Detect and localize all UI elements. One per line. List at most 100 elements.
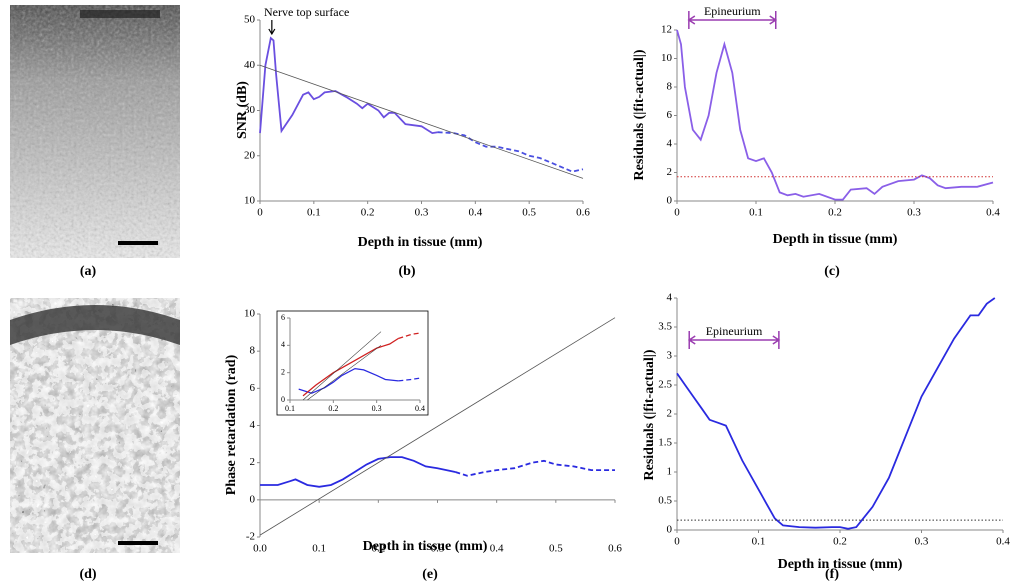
x-tick-label: 0.3 (431, 543, 445, 555)
y-tick-label: 20 (244, 149, 256, 161)
chart: 0.0 0.1 0.2 0.3 0.4 0.5 0.6 -2 0 2 4 6 8 10 Depth in t… (224, 308, 622, 555)
x-tick-label: 0.3 (915, 536, 929, 548)
data-line (398, 377, 421, 382)
y-tick-label: 0 (281, 395, 285, 404)
y-tick-label: 12 (661, 24, 672, 36)
y-tick-label: 0 (667, 195, 673, 207)
x-tick-label: 0.2 (828, 207, 842, 219)
y-tick-label: 40 (244, 59, 256, 71)
chart: 0 0.1 0.2 0.3 0.4 0 2 4 6 8 10 12 Depth in tissue (m… (632, 4, 1000, 247)
x-tick-label: 0.4 (415, 404, 425, 413)
panel-label: (f) (825, 567, 839, 582)
y-tick-label: 4 (250, 419, 256, 431)
y-tick-label: 10 (661, 52, 673, 64)
y-tick-label: 10 (244, 195, 256, 207)
y-tick-label: 0 (250, 493, 256, 505)
panel-label: (c) (824, 264, 840, 279)
data-line (302, 331, 382, 401)
x-tick-label: 0.6 (608, 543, 622, 555)
x-tick-label: 0.5 (549, 543, 563, 555)
data-line (398, 332, 421, 340)
y-axis-label: Phase retardation (rad) (224, 354, 239, 495)
y-axis-label: Residuals (|fit-actual|) (642, 349, 657, 480)
panel-label: (e) (422, 567, 438, 582)
y-tick-label: 4 (667, 292, 673, 304)
y-tick-label: 2 (667, 408, 673, 420)
y-tick-label: 50 (244, 14, 256, 26)
x-tick-label: 0.3 (372, 404, 382, 413)
data-line (455, 459, 615, 477)
y-tick-label: 2 (667, 166, 673, 178)
y-tick-label: 6 (281, 313, 285, 322)
annotation-arrow (687, 11, 778, 29)
y-tick-label: 6 (250, 382, 256, 394)
x-tick-label: 0.0 (253, 543, 267, 555)
y-axis-label: Residuals (|fit-actual|) (632, 49, 647, 180)
y-axis-label: SNR (dB) (235, 81, 250, 139)
x-tick-label: 0.4 (996, 536, 1010, 548)
annotation: Nerve top surface (264, 5, 349, 19)
annotation-arrow (268, 20, 276, 36)
y-tick-label: 6 (667, 109, 673, 121)
y-tick-label: 8 (250, 345, 256, 357)
panel-label: (a) (80, 264, 97, 279)
data-line (437, 131, 584, 173)
y-tick-label: -2 (246, 531, 255, 543)
x-tick-label: 0.1 (749, 207, 763, 219)
data-line (259, 317, 616, 536)
x-tick-label: 0.6 (576, 207, 590, 219)
x-tick-label: 0.2 (361, 207, 375, 219)
annotation: Epineurium (704, 4, 761, 18)
x-tick-label: 0.4 (490, 543, 504, 555)
y-tick-label: 2.5 (658, 379, 672, 391)
panel-label: (b) (398, 264, 415, 279)
x-tick-label: 0 (674, 207, 680, 219)
y-tick-label: 4 (667, 138, 673, 150)
x-tick-label: 0.3 (415, 207, 429, 219)
x-axis-label: Depth in tissue (mm) (778, 557, 903, 572)
x-tick-label: 0.2 (328, 404, 338, 413)
x-tick-label: 0.3 (907, 207, 921, 219)
data-line (260, 456, 456, 488)
y-tick-label: 8 (667, 81, 673, 93)
annotation-arrow (687, 331, 781, 349)
data-line (307, 345, 382, 401)
inset-frame (276, 310, 429, 416)
x-tick-label: 0 (674, 536, 680, 548)
y-tick-label: 2 (250, 456, 256, 468)
image-a (10, 5, 180, 258)
y-tick-label: 2 (281, 367, 285, 376)
x-axis-label: Depth in tissue (mm) (363, 539, 488, 554)
y-tick-label: 0.5 (658, 495, 672, 507)
chart: 0 0.1 0.2 0.3 0.4 0 0.5 1 1.5 2 2.5 3 3.5 4 Depth in t… (642, 292, 1010, 573)
data-line (298, 367, 399, 394)
data-line (302, 337, 399, 397)
x-tick-label: 0.2 (833, 536, 847, 548)
y-tick-label: 0 (667, 524, 673, 536)
image-d (10, 298, 180, 553)
x-tick-label: 0 (257, 207, 263, 219)
x-tick-label: 0.1 (307, 207, 321, 219)
y-tick-label: 30 (244, 104, 256, 116)
x-axis-label: Depth in tissue (mm) (358, 235, 483, 250)
x-tick-label: 0.4 (986, 207, 1000, 219)
chart: 0 0.1 0.2 0.3 0.4 0.5 0.6 10 20 30 40 50 Depth in ti… (235, 5, 590, 250)
annotation: Epineurium (706, 324, 763, 338)
y-tick-label: 3.5 (658, 321, 672, 333)
x-tick-label: 0.2 (371, 543, 385, 555)
x-tick-label: 0.1 (285, 404, 295, 413)
x-tick-label: 0.1 (312, 543, 326, 555)
y-tick-label: 1.5 (658, 437, 672, 449)
chart: 0.1 0.2 0.3 0.4 0 2 4 6 (276, 310, 429, 416)
y-tick-label: 10 (244, 308, 256, 320)
panel-label: (d) (79, 567, 96, 582)
y-tick-label: 4 (281, 340, 285, 349)
y-tick-label: 3 (667, 350, 673, 362)
data-line (676, 29, 994, 201)
x-tick-label: 0.1 (752, 536, 766, 548)
x-axis-label: Depth in tissue (mm) (773, 232, 898, 247)
x-tick-label: 0.5 (522, 207, 536, 219)
x-tick-label: 0.4 (468, 207, 482, 219)
data-line (259, 64, 584, 179)
